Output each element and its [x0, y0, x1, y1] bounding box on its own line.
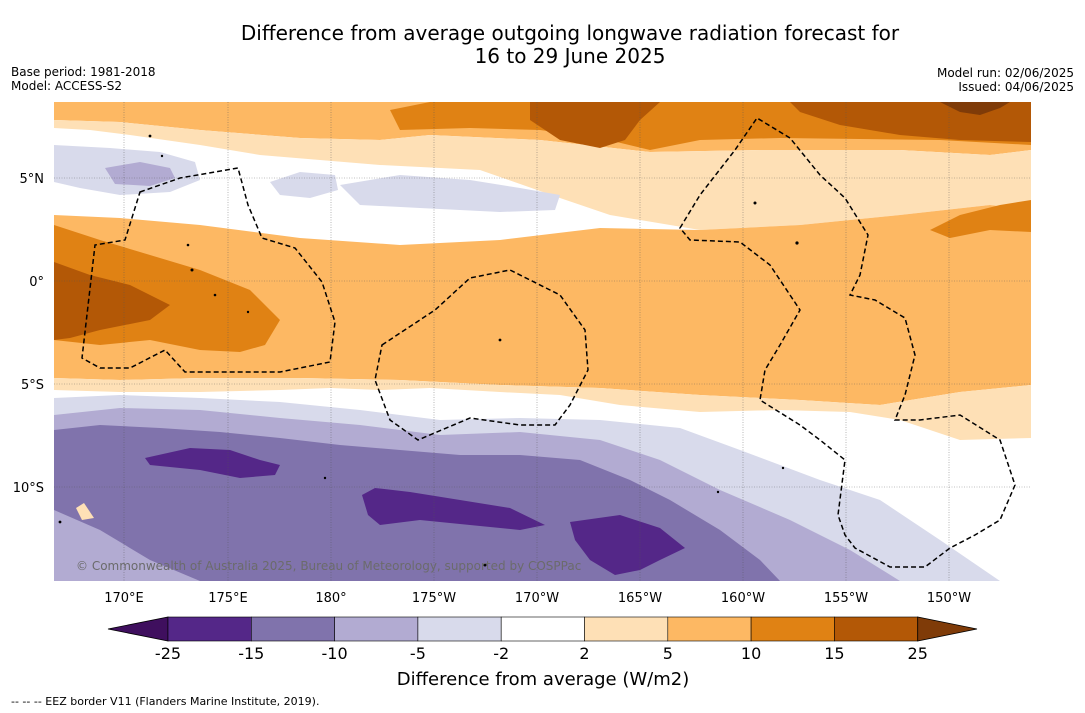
colorbar-segment [417, 616, 502, 642]
band-central-15-25 [54, 262, 170, 340]
band-central-5-10 [54, 205, 1031, 405]
map-plot-area: © Commonwealth of Australia 2025, Bureau… [54, 102, 1031, 581]
colorbar-tick-label: -2 [493, 644, 509, 663]
colorbar-tick-label: 10 [741, 644, 761, 663]
longitude-label: 175°E [208, 591, 248, 606]
longitude-label: 170°E [104, 591, 144, 606]
longitude-label: 165°W [618, 591, 662, 606]
title-line-1: Difference from average outgoing longwav… [240, 21, 900, 45]
colorbar-tick-label: 2 [579, 644, 589, 663]
colorbar-extend-low [107, 616, 169, 642]
chart-title: Difference from average outgoing longwav… [0, 22, 1085, 68]
patch-south-neg-15-25-c [570, 515, 685, 575]
band-north-15-25 [530, 102, 660, 148]
latitude-labels: 5°N 0° 5°S 10°S [13, 172, 44, 496]
longitude-label: 175°W [412, 591, 456, 606]
colorbar-segment [500, 616, 585, 642]
colorbar-tick-label: -25 [155, 644, 181, 663]
latitude-label: 5°N [20, 172, 45, 187]
colorbar-tick-label: 15 [824, 644, 844, 663]
longitude-label: 155°W [824, 591, 868, 606]
title-line-2: 16 to 29 June 2025 [474, 44, 666, 68]
band-north-25 [940, 102, 1010, 115]
longitude-label: 180° [315, 591, 346, 606]
colorbar-extend-high [917, 616, 978, 642]
patch-south-neg-15-25-a [145, 448, 280, 478]
colorbar-segment [667, 616, 752, 642]
issued-date: Issued: 04/06/2025 [958, 80, 1074, 94]
gridlines [54, 102, 1031, 581]
longitude-labels: 170°E 175°E 180° 175°W 170°W 165°W 160°W 155°W 1… [104, 591, 971, 606]
islands [58, 134, 799, 567]
colorbar-tick-label: -10 [322, 644, 348, 663]
colorbar-segment [584, 616, 669, 642]
longitude-label: 160°W [721, 591, 765, 606]
latitude-label: 5°S [21, 378, 44, 393]
longitude-label: 170°W [515, 591, 559, 606]
colorbar-segment [334, 616, 419, 642]
colorbar-tick-label: -15 [238, 644, 264, 663]
model-run: Model run: 02/06/2025 [936, 66, 1074, 80]
colorbar-tick-label: -5 [410, 644, 426, 663]
patch-north-neg-2-5-c [340, 175, 560, 212]
colorbar-tick-label: 5 [663, 644, 673, 663]
colorbar [107, 616, 978, 642]
colorbar-segment [251, 616, 335, 642]
patch-south-orange [76, 503, 94, 520]
latitude-label: 10°S [13, 481, 44, 496]
footer-legend-note: -- -- -- EEZ border V11 (Flanders Marine… [11, 695, 320, 708]
colorbar-segment [167, 616, 252, 642]
model-name: Model: ACCESS-S2 [11, 79, 123, 93]
longitude-label: 150°W [927, 591, 971, 606]
patch-north-neg-2-5-b [270, 172, 338, 198]
meta-right: Model run: 02/06/2025 Issued: 04/06/2025 [937, 66, 1074, 94]
base-period: Base period: 1981-2018 [11, 65, 156, 79]
colorbar-tick-labels: -25 -15 -10 -5 -2 2 5 10 15 25 [155, 644, 928, 663]
colorbar-tick-label: 25 [908, 644, 928, 663]
meta-left: Base period: 1981-2018 Model: ACCESS-S2 [11, 65, 156, 93]
latitude-label: 0° [29, 275, 44, 290]
colorbar-segment [834, 616, 919, 642]
band-north-2-5 [54, 120, 1031, 230]
band-central-10-15-east [930, 200, 1031, 238]
colorbar-title: Difference from average (W/m2) [397, 669, 689, 690]
patch-north-neg-5-10 [105, 162, 175, 186]
patch-south-neg-15-25-b [362, 488, 545, 530]
eez-borders [81, 116, 1016, 568]
colorbar-segment [750, 616, 835, 642]
copyright-notice: © Commonwealth of Australia 2025, Bureau… [76, 559, 581, 573]
